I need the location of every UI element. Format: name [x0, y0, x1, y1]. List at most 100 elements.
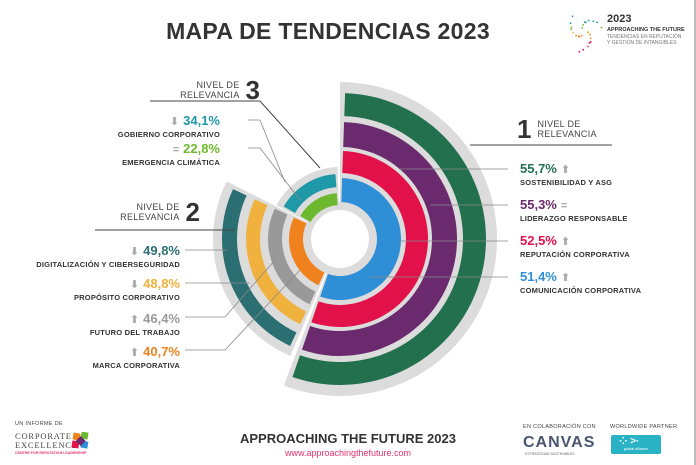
trend-equal-icon: =: [560, 200, 568, 212]
globe-node: [578, 50, 581, 53]
trend-up-icon: ⬆: [560, 236, 571, 248]
trend-down-icon: ⬇: [129, 279, 140, 291]
global-alliance-mark-icon: ⁘ >·: [619, 436, 640, 447]
corporate-excellence-logo: CORPORATE EXCELLENCE CENTRE FOR REPUTATI…: [15, 431, 95, 456]
collab-label: EN COLABORACIÓN CON: [523, 424, 596, 430]
trend-label: EMERGENCIA CLIMÁTICA: [122, 158, 220, 167]
trend-item: ⬇ 48,8% PROPÓSITO CORPORATIVO: [30, 275, 180, 302]
globe-node: [572, 31, 575, 34]
trend-value: 55,3%: [520, 197, 557, 212]
partner-label: WORLDWIDE PARTNER: [610, 424, 678, 430]
globe-node: [577, 35, 580, 38]
brand-year: 2023: [607, 13, 632, 25]
trend-item: ⬇ 49,8% DIGITALIZACIÓN Y CIBERSEGURIDAD: [30, 242, 180, 269]
globe-node: [570, 28, 572, 31]
trend-label: LIDERAZGO RESPONSABLE: [520, 214, 628, 223]
trend-up-icon: ⬆: [129, 314, 140, 326]
globe-node: [580, 34, 583, 37]
level-2-number: 2: [185, 197, 200, 227]
globe-node: [571, 15, 574, 18]
globe-node: [587, 45, 589, 48]
level-2-head-line-2: RELEVANCIA: [120, 212, 180, 222]
globe-node: [582, 48, 585, 51]
trend-up-icon: ⬆: [560, 272, 571, 284]
brand-subtitle: TENDENCIAS EN REPUTACIÓN Y GESTIÓN DE IN…: [607, 34, 681, 46]
level-1-head-line-1: NIVEL DE: [537, 119, 581, 129]
global-alliance-name: global alliance: [623, 447, 649, 451]
level-1-number: 1: [517, 114, 532, 144]
leader-line: [185, 269, 301, 351]
level-2-head-line-1: NIVEL DE: [136, 202, 180, 212]
globe-node: [584, 21, 587, 24]
ce-line-1: CORPORATE: [15, 431, 72, 441]
level-1-head-line-2: RELEVANCIA: [537, 129, 597, 139]
trend-up-icon: ⬆: [129, 347, 140, 359]
level-3-head-line-1: NIVEL DE: [196, 80, 240, 90]
trend-label: DIGITALIZACIÓN Y CIBERSEGURIDAD: [36, 260, 180, 269]
brand-subtitle-line-2: Y GESTIÓN DE INTANGIBLES: [607, 40, 677, 46]
trend-value: 49,8%: [143, 243, 180, 258]
brand-subtitle-line-1: TENDENCIAS EN REPUTACIÓN: [607, 34, 682, 40]
trend-item: ⬆ 40,7% MARCA CORPORATIVA: [30, 343, 180, 370]
trend-label: COMUNICACIÓN CORPORATIVA: [520, 286, 642, 295]
arc-liderazgo-responsable: [301, 122, 457, 356]
trend-item: 52,5% ⬆ REPUTACIÓN CORPORATIVA: [520, 232, 630, 259]
brand-logo: 2023 APPROACHING THE FUTURE TENDENCIAS E…: [565, 9, 695, 55]
chart-center-hole: [311, 210, 369, 268]
global-alliance-logo: ⁘ >· global alliance: [611, 435, 661, 454]
trend-value: 34,1%: [183, 113, 220, 128]
arc-marca-corporativa: [289, 217, 325, 286]
trend-item: 55,7% ⬆ SOSTENIBILIDAD Y ASG: [520, 160, 612, 187]
trend-item: ⬆ 46,4% FUTURO DEL TRABAJO: [30, 310, 180, 337]
brand-name: APPROACHING THE FUTURE: [607, 27, 685, 33]
trend-label: GOBIERNO CORPORATIVO: [117, 130, 220, 139]
network-globe-icon: [569, 15, 603, 53]
arc-reputaci-n-corporativa: [311, 151, 428, 327]
globe-node: [587, 19, 590, 22]
trend-item: 55,3% = LIDERAZGO RESPONSABLE: [520, 196, 628, 223]
arc-comunicaci-n-corporativa: [320, 178, 402, 300]
globe-node: [589, 37, 592, 40]
globe-node: [596, 21, 598, 24]
trend-down-icon: ⬇: [129, 246, 140, 258]
arc-gobierno-corporativo: [283, 174, 337, 213]
arc-futuro-del-trabajo: [268, 208, 316, 305]
trend-down-icon: ⬇: [169, 116, 180, 128]
page-border: [694, 0, 696, 465]
trend-label: FUTURO DEL TRABAJO: [89, 328, 180, 337]
level-3-number: 3: [245, 75, 260, 105]
arc-emergencia-clim-tica: [300, 193, 338, 222]
trend-value: 46,4%: [143, 311, 180, 326]
trend-label: PROPÓSITO CORPORATIVO: [73, 293, 180, 302]
ce-tagline: CENTRE FOR REPUTATION LEADERSHIP: [15, 451, 87, 455]
trend-value: 40,7%: [143, 344, 180, 359]
leader-line: [248, 147, 301, 201]
level-header-rule: [150, 100, 321, 169]
arc-digitalizaci-n-y-ciberseguridad: [222, 189, 297, 346]
ce-line-2: EXCELLENCE: [15, 440, 78, 450]
trend-equal-icon: =: [172, 144, 180, 156]
footer-url-link[interactable]: www.approachingthefuture.com: [284, 448, 412, 458]
ce-mosaic-icon: [71, 432, 89, 449]
trend-item: = 22,8% EMERGENCIA CLIMÁTICA: [70, 140, 220, 167]
leader-line: [248, 119, 286, 183]
report-by-label: UN INFORME DE: [15, 421, 63, 427]
leader-line: [185, 259, 276, 318]
trend-label: MARCA CORPORATIVA: [92, 361, 180, 370]
globe-node: [575, 34, 577, 37]
trend-item: ⬇ 34,1% GOBIERNO CORPORATIVO: [70, 112, 220, 139]
globe-node: [592, 20, 595, 23]
page-title: MAPA DE TENDENCIAS 2023: [166, 18, 490, 44]
canvas-logo: CANVAS: [523, 434, 596, 451]
trend-item: 51,4% ⬆ COMUNICACIÓN CORPORATIVA: [520, 268, 641, 295]
trend-value: 55,7%: [520, 161, 557, 176]
globe-node: [569, 22, 572, 24]
level-3-header: NIVEL DE RELEVANCIA 3: [120, 77, 260, 103]
globe-node: [589, 33, 591, 36]
globe-node: [588, 41, 591, 44]
trend-value: 48,8%: [143, 276, 180, 291]
trend-value: 51,4%: [520, 269, 557, 284]
canvas-tagline: ESTRATEGIAS SOSTENIBLES: [525, 452, 575, 456]
trend-value: 22,8%: [183, 141, 220, 156]
